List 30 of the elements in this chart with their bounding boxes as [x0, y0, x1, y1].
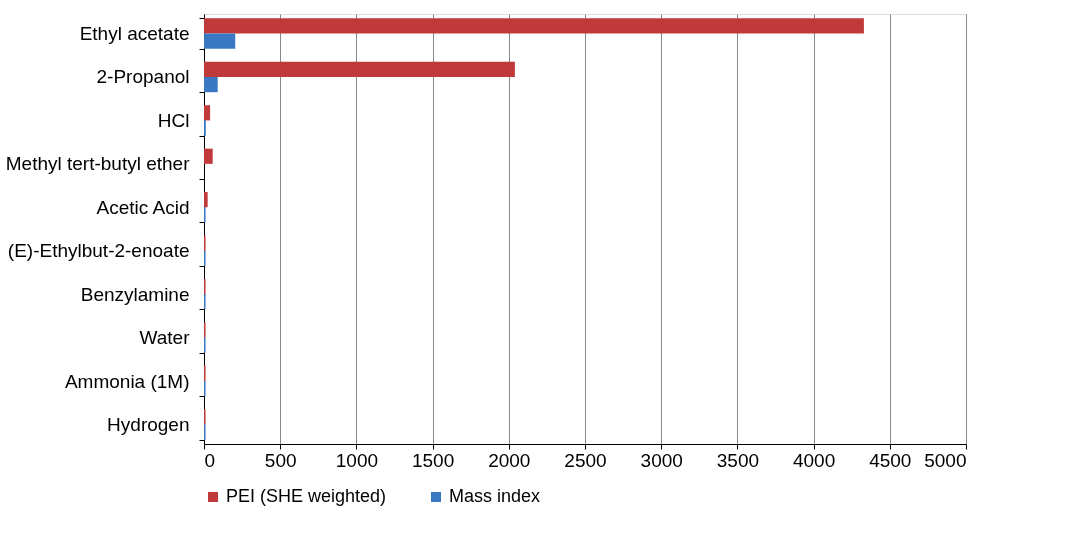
x-tick-label: 1000	[335, 449, 379, 471]
x-tick-label: 500	[264, 449, 297, 471]
x-tick-label: 2500	[564, 449, 607, 471]
y-tick-label: HCl	[157, 109, 190, 131]
bar	[204, 61, 515, 77]
bar	[204, 76, 218, 93]
bar	[204, 148, 213, 164]
y-tick-label: Benzylamine	[80, 283, 190, 305]
bar	[204, 33, 236, 49]
x-tick-label: 3500	[716, 449, 760, 471]
bar	[204, 105, 211, 121]
y-tick-label: Acetic Acid	[96, 196, 190, 218]
bar	[204, 18, 864, 34]
y-tick-label: Water	[139, 327, 191, 349]
legend-label: Mass index	[449, 486, 541, 506]
bar	[204, 192, 208, 208]
legend-label: PEI (SHE weighted)	[226, 486, 387, 506]
y-tick-label: Ethyl acetate	[79, 23, 190, 45]
y-tick-label: Ammonia (1M)	[64, 370, 190, 392]
x-tick-label: 4000	[792, 449, 836, 471]
x-tick-label: 3000	[640, 449, 683, 471]
y-tick-label: Methyl tert-butyl ether	[5, 153, 191, 175]
x-tick-label: 0	[204, 449, 216, 471]
y-tick-label: 2-Propanol	[96, 66, 190, 88]
x-tick-label: 2000	[488, 449, 531, 471]
y-tick-label: Hydrogen	[107, 413, 190, 435]
x-tick-label: 5000	[924, 449, 967, 471]
x-tick-label: 1500	[411, 449, 455, 471]
y-tick-label: (E)-Ethylbut-2-enoate	[7, 240, 190, 262]
x-tick-label: 4500	[869, 449, 912, 471]
